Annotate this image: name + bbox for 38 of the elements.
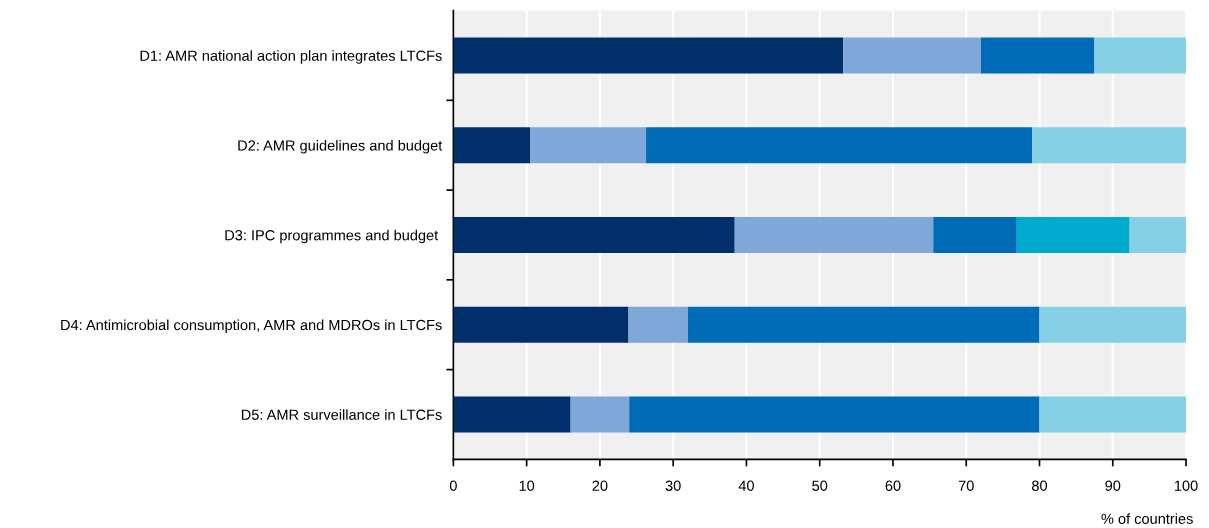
bar — [453, 127, 531, 164]
bar — [1094, 37, 1187, 74]
bar — [646, 127, 1033, 164]
bar — [629, 396, 1040, 433]
bar — [980, 37, 1095, 74]
bar — [628, 306, 688, 343]
x-axis-title: % of countries — [1101, 513, 1193, 524]
bar — [453, 217, 735, 253]
x-tick-label: 20 — [592, 480, 608, 491]
y-tick-label: D1: AMR national action plan integrates LTCFs — [140, 50, 442, 64]
bar — [453, 396, 571, 433]
bar — [1016, 217, 1130, 253]
bar — [1032, 127, 1187, 164]
x-tick-label: 0 — [449, 480, 457, 491]
y-tick-label: D3: IPC programmes and budget — [225, 229, 439, 244]
x-tick-label: 60 — [885, 480, 901, 491]
bar — [1039, 396, 1187, 433]
x-tick-label: 80 — [1032, 480, 1048, 491]
y-tick-label: D2: AMR guidelines and budget — [238, 139, 443, 154]
x-tick-label: 90 — [1105, 480, 1121, 491]
x-tick-label: 100 — [1174, 480, 1198, 491]
bar — [1129, 217, 1187, 253]
x-tick-label: 50 — [812, 480, 828, 491]
bar — [843, 37, 981, 74]
bar — [687, 306, 1040, 343]
bar — [453, 37, 844, 74]
x-tick-label: 10 — [519, 480, 535, 491]
bar — [530, 127, 647, 164]
x-tick-label: 30 — [665, 480, 681, 491]
x-tick-label: 40 — [738, 480, 754, 491]
y-tick-label: D4: Antimicrobial consumption, AMR and MDROs in LTCFs — [61, 319, 442, 334]
bar — [1039, 306, 1187, 343]
y-tick-label: D5: AMR surveillance in LTCFs — [241, 409, 442, 420]
bar — [933, 217, 1017, 253]
bar — [453, 306, 629, 343]
bar — [734, 217, 934, 253]
bar — [570, 396, 630, 433]
x-tick-label: 70 — [958, 480, 974, 491]
